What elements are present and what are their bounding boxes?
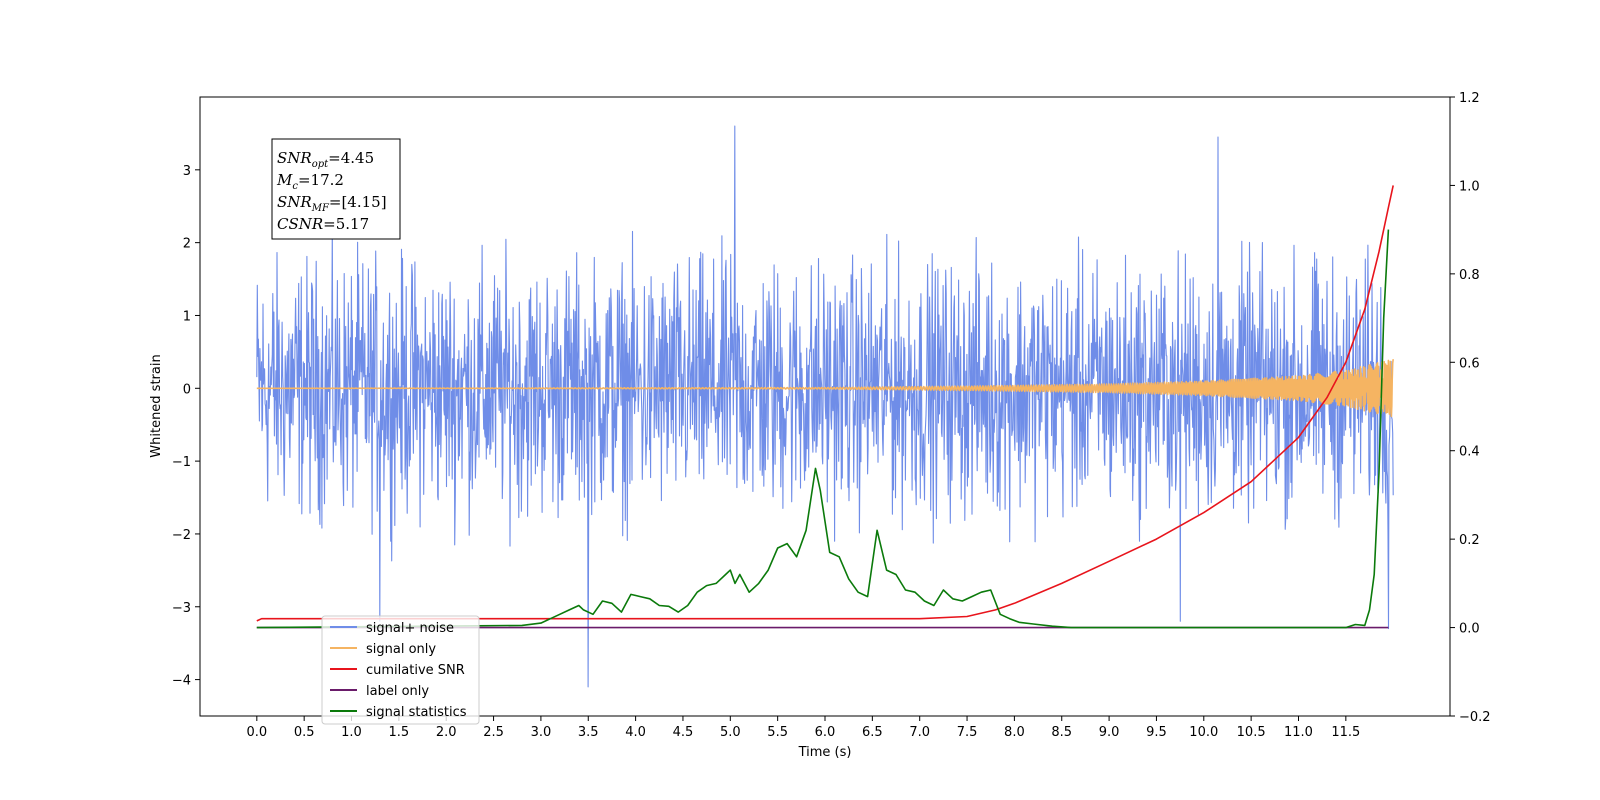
x-tick-label: 5.0 — [720, 725, 741, 740]
y2-tick-label: 1.2 — [1459, 91, 1480, 106]
annotation-line: SNRMF=[4.15] — [277, 193, 387, 214]
x-axis: 0.0 0.5 1.0 1.5 2.0 2.5 3.0 3.5 4.0 4.5 5.0 5.5 6.0 6… — [246, 716, 1360, 740]
y-axis-left: −4 −3 −2 −1 0 1 2 3 — [172, 164, 200, 689]
x-tick-label: 2.0 — [436, 725, 457, 740]
x-tick-label: 0.5 — [294, 725, 315, 740]
annotation-frame — [271, 138, 401, 240]
x-tick-label: 9.5 — [1146, 725, 1167, 740]
x-tick-label: 9.0 — [1099, 725, 1120, 740]
x-tick-label: 5.5 — [767, 725, 788, 740]
y-tick-label: −4 — [172, 674, 191, 689]
y2-tick-label: 0.4 — [1459, 445, 1480, 460]
legend-label: signal statistics — [366, 705, 467, 720]
series-line-0 — [256, 125, 1394, 688]
x-tick-label: 7.0 — [909, 725, 930, 740]
x-tick-label: 3.5 — [578, 725, 599, 740]
x-tick-label: 11.5 — [1331, 725, 1360, 740]
x-tick-label: 10.0 — [1189, 725, 1218, 740]
legend-label: label only — [366, 684, 429, 699]
series-line-2 — [256, 185, 1394, 622]
y2-tick-label: 0.0 — [1459, 622, 1480, 637]
y-tick-label: −3 — [172, 601, 191, 616]
series-layer — [256, 125, 1394, 688]
x-tick-label: 1.5 — [389, 725, 410, 740]
y-tick-label: −2 — [172, 528, 191, 543]
x-axis-label: Time (s) — [798, 745, 852, 760]
y-axis-right: −0.2 0.0 0.2 0.4 0.6 0.8 1.0 1.2 — [1450, 91, 1491, 725]
annotation-line: SNRopt=4.45 — [277, 149, 374, 170]
y2-tick-label: 0.6 — [1459, 356, 1480, 371]
x-tick-label: 4.0 — [625, 725, 646, 740]
annotation-line: CSNR=5.17 — [277, 215, 369, 233]
x-tick-label: 6.0 — [815, 725, 836, 740]
y-axis-label: Whitened strain — [149, 354, 164, 457]
x-tick-label: 11.0 — [1284, 725, 1313, 740]
y-tick-label: 3 — [183, 164, 191, 179]
legend-label: signal+ noise — [366, 621, 454, 636]
x-tick-label: 10.5 — [1237, 725, 1266, 740]
x-tick-label: 8.0 — [1004, 725, 1025, 740]
y2-tick-label: 0.2 — [1459, 533, 1480, 548]
legend: signal+ noise signal only cumilative SNR la… — [321, 615, 480, 725]
legend-frame — [321, 615, 480, 725]
series-line-1 — [256, 359, 1394, 418]
x-tick-label: 1.0 — [341, 725, 362, 740]
x-tick-label: 7.5 — [957, 725, 978, 740]
y-tick-label: 1 — [183, 309, 191, 324]
y-tick-label: 2 — [183, 237, 191, 252]
legend-label: signal only — [366, 642, 436, 657]
x-tick-label: 4.5 — [673, 725, 694, 740]
y-tick-label: −1 — [172, 455, 191, 470]
y2-tick-label: 1.0 — [1459, 179, 1480, 194]
y-tick-label: 0 — [183, 382, 191, 397]
x-tick-label: 6.5 — [862, 725, 883, 740]
x-tick-label: 3.0 — [531, 725, 552, 740]
x-tick-label: 8.5 — [1051, 725, 1072, 740]
y2-tick-label: 0.8 — [1459, 268, 1480, 283]
x-tick-label: 2.5 — [483, 725, 504, 740]
annotation-line: Mc=17.2 — [276, 171, 344, 192]
y2-tick-label: −0.2 — [1459, 710, 1491, 725]
series-line-4 — [256, 229, 1390, 629]
legend-label: cumilative SNR — [366, 663, 465, 678]
x-tick-label: 0.0 — [246, 725, 267, 740]
